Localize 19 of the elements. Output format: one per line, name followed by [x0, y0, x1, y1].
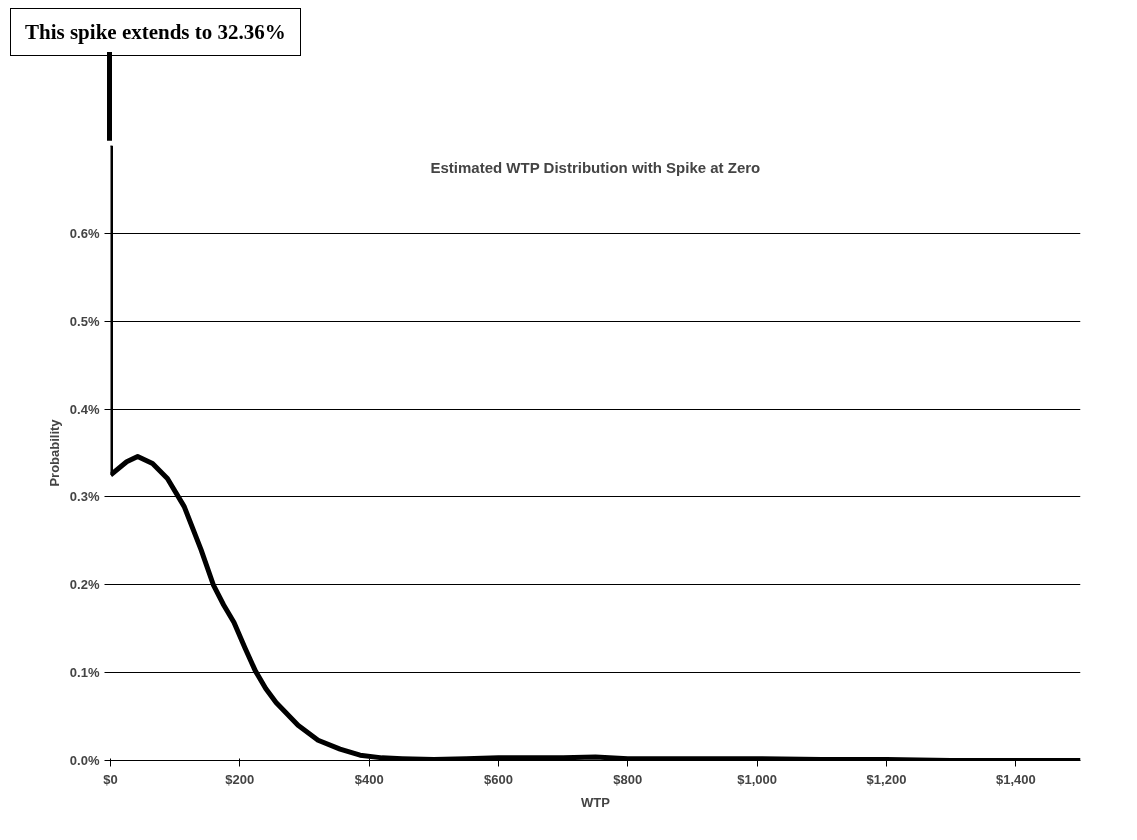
y-tick-label: 0.0% — [69, 753, 100, 768]
x-tick-label: $1,000 — [737, 771, 778, 787]
x-tick-label: $1,200 — [866, 771, 907, 787]
y-tick-label: 0.3% — [69, 489, 100, 505]
y-tick-label: 0.2% — [69, 577, 100, 593]
y-tick-label: 0.1% — [69, 665, 100, 681]
y-tick-label: 0.6% — [69, 225, 100, 241]
x-tick-label: $0 — [103, 771, 118, 787]
y-tick-label: 0.5% — [69, 313, 100, 329]
x-tick-label: $400 — [354, 771, 384, 787]
y-tick-label: 0.4% — [69, 401, 100, 417]
x-tick-label: $1,400 — [995, 771, 1036, 787]
text: This spike extends to 32.36% — [10, 8, 301, 56]
text: Estimated WTP Distribution with Spike at Zero — [430, 158, 761, 176]
x-axis-title: WTP — [581, 794, 611, 810]
y-axis-title: Probability — [46, 418, 62, 487]
x-tick-label: $800 — [613, 771, 643, 787]
x-tick-label: $200 — [225, 771, 255, 787]
x-tick-label: $600 — [484, 771, 513, 787]
